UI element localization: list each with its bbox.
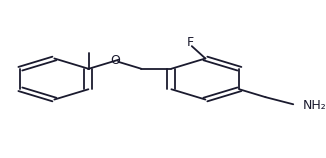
Text: F: F <box>187 36 194 49</box>
Text: NH₂: NH₂ <box>302 99 326 112</box>
Text: O: O <box>110 54 120 67</box>
